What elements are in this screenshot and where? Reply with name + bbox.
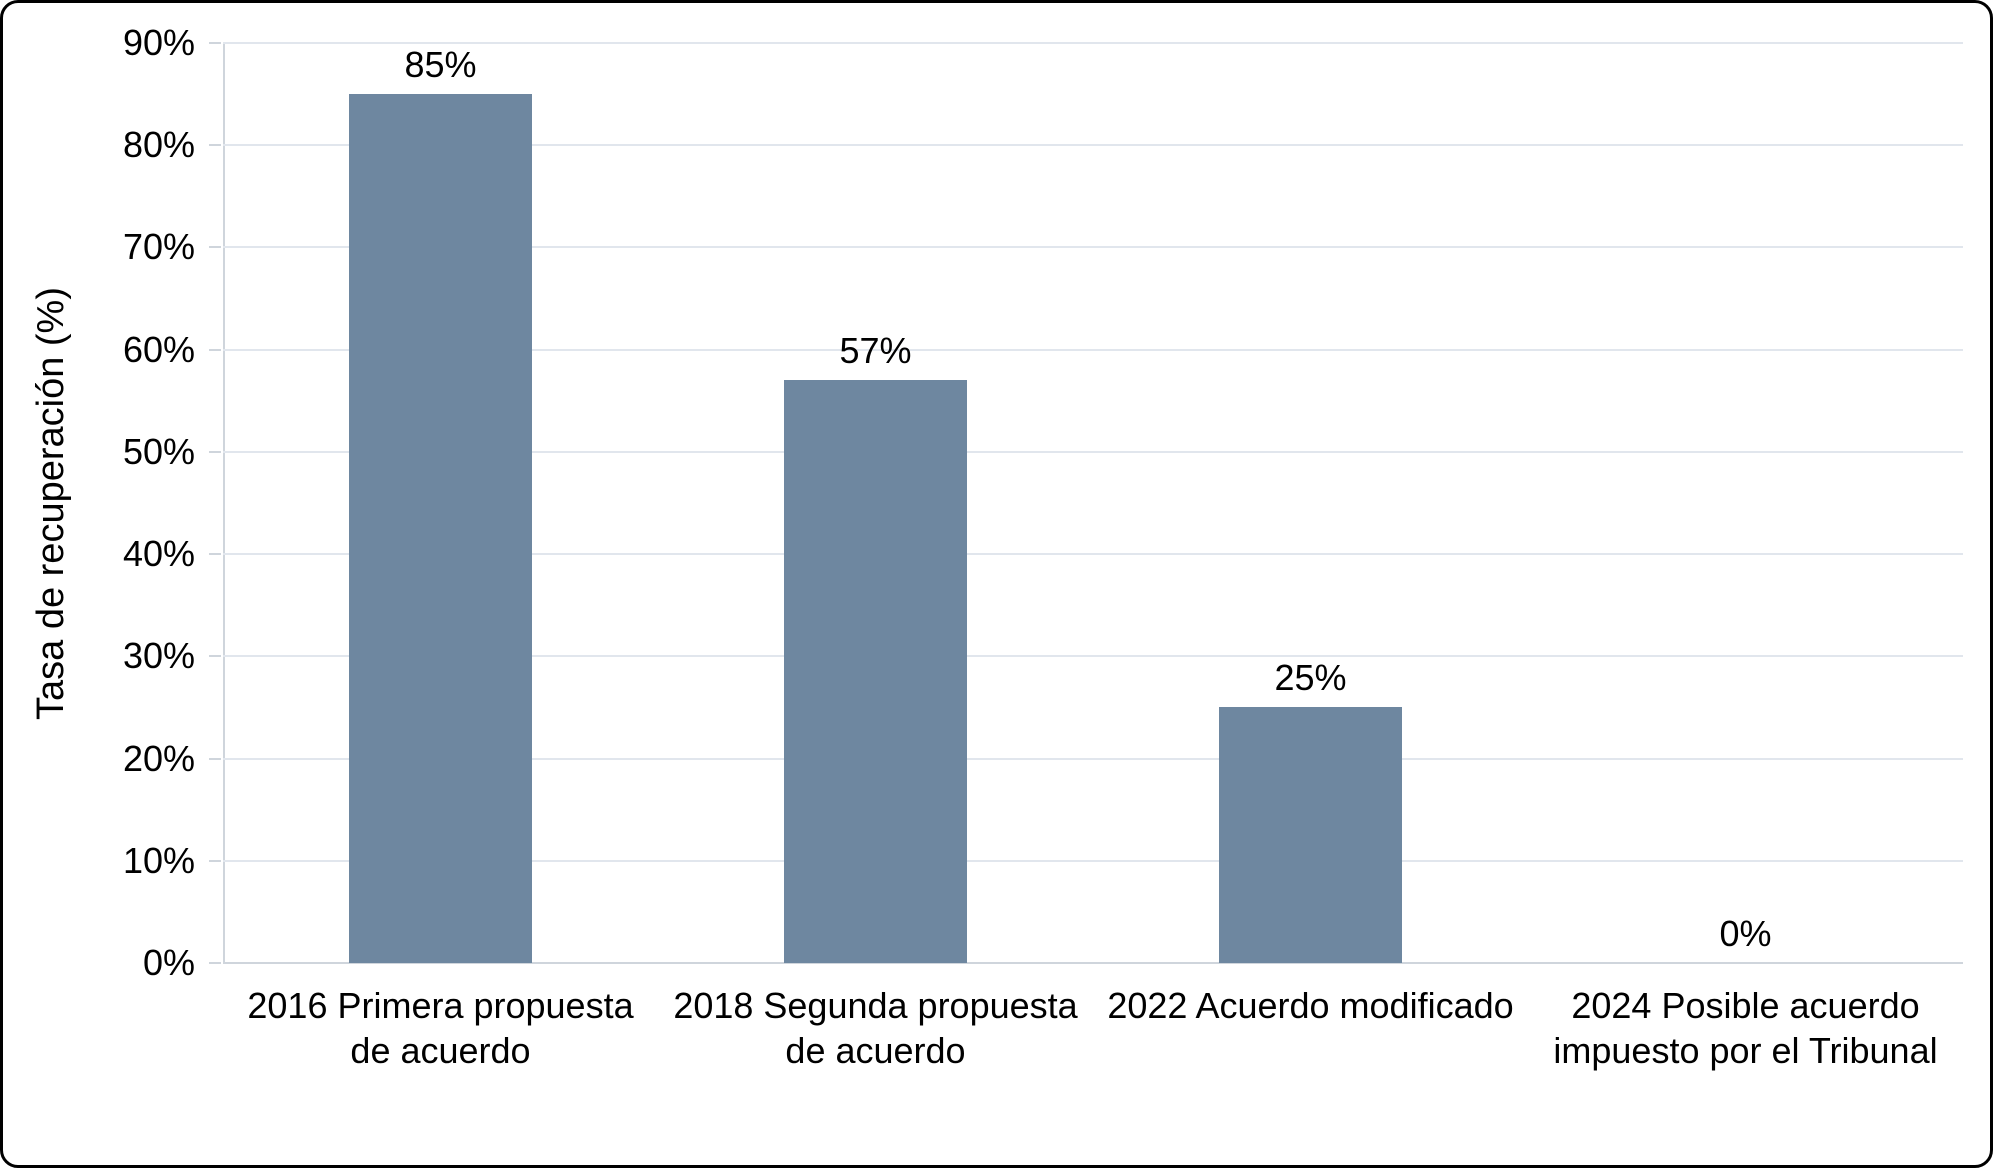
y-tick-mark <box>209 655 221 657</box>
y-tick-label: 20% <box>3 738 209 780</box>
x-axis-category-label: 2018 Segunda propuesta de acuerdo <box>658 983 1093 1073</box>
bar: 25% <box>1219 707 1402 963</box>
bar-slot: 57% <box>658 43 1093 963</box>
y-tick-mark <box>209 962 221 964</box>
bar-value-label: 0% <box>1719 913 1771 955</box>
y-tick-label: 60% <box>3 329 209 371</box>
y-tick-label: 50% <box>3 431 209 473</box>
bar-slot: 0% <box>1528 43 1963 963</box>
y-tick-mark <box>209 246 221 248</box>
x-axis-category-label: 2022 Acuerdo modificado <box>1093 983 1528 1073</box>
y-tick-label: 0% <box>3 942 209 984</box>
x-axis-category-label: 2024 Posible acuerdo impuesto por el Tri… <box>1528 983 1963 1073</box>
y-tick-label: 10% <box>3 840 209 882</box>
y-tick-mark <box>209 553 221 555</box>
y-tick-label: 80% <box>3 124 209 166</box>
chart-frame: Tasa de recuperación (%) 0%10%20%30%40%5… <box>0 0 1993 1168</box>
x-axis-labels: 2016 Primera propuesta de acuerdo2018 Se… <box>223 983 1963 1073</box>
y-tick-mark <box>209 42 221 44</box>
y-tick-mark <box>209 349 221 351</box>
y-tick-mark <box>209 144 221 146</box>
y-tick-mark <box>209 860 221 862</box>
bar-value-label: 25% <box>1274 657 1346 699</box>
bar-slot: 25% <box>1093 43 1528 963</box>
bar: 85% <box>349 94 532 963</box>
y-tick-label: 90% <box>3 22 209 64</box>
y-tick-mark <box>209 451 221 453</box>
bar-value-label: 85% <box>404 44 476 86</box>
y-axis-ticks: 0%10%20%30%40%50%60%70%80%90% <box>3 43 209 963</box>
y-tick-label: 70% <box>3 226 209 268</box>
bar-value-label: 57% <box>839 330 911 372</box>
y-tick-label: 40% <box>3 533 209 575</box>
bars-container: 85% 57% 25% 0% <box>223 43 1963 963</box>
bar: 57% <box>784 380 967 963</box>
plot-area: 85% 57% 25% 0% <box>223 43 1963 963</box>
y-tick-label: 30% <box>3 635 209 677</box>
bar-slot: 85% <box>223 43 658 963</box>
y-tick-mark <box>209 758 221 760</box>
x-axis-category-label: 2016 Primera propuesta de acuerdo <box>223 983 658 1073</box>
